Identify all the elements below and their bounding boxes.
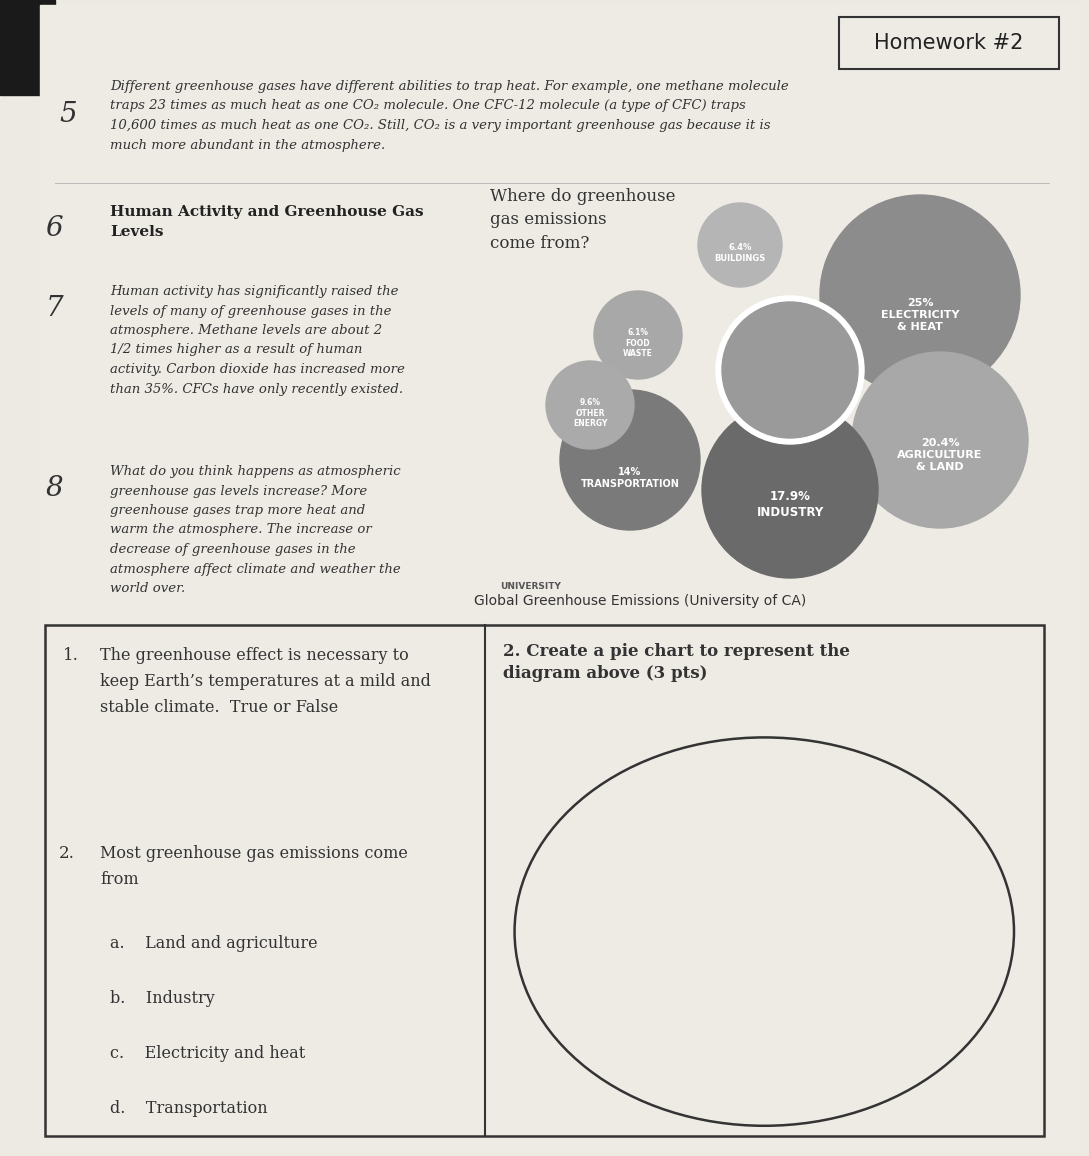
Text: 7: 7	[45, 295, 63, 323]
Text: Where do greenhouse
gas emissions
come from?: Where do greenhouse gas emissions come f…	[490, 188, 675, 252]
Text: a.    Land and agriculture: a. Land and agriculture	[110, 935, 318, 953]
Circle shape	[594, 291, 682, 379]
Circle shape	[722, 302, 858, 438]
Text: 2.: 2.	[59, 845, 75, 862]
Text: Global Greenhouse Emissions (University of CA): Global Greenhouse Emissions (University …	[474, 594, 806, 608]
Text: The greenhouse effect is necessary to
keep Earth’s temperatures at a mild and
st: The greenhouse effect is necessary to ke…	[100, 647, 431, 717]
Circle shape	[702, 402, 878, 578]
Text: 6.4%
BUILDINGS: 6.4% BUILDINGS	[714, 243, 766, 262]
Circle shape	[715, 296, 864, 444]
Text: d.    Transportation: d. Transportation	[110, 1101, 268, 1117]
Circle shape	[820, 195, 1020, 395]
Bar	[45, 625, 1044, 1136]
Text: 9.6%
OTHER
ENERGY: 9.6% OTHER ENERGY	[573, 398, 608, 428]
Text: UNIVERSITY: UNIVERSITY	[500, 581, 561, 591]
Text: 17.9%
INDUSTRY: 17.9% INDUSTRY	[757, 490, 823, 519]
Text: 6: 6	[45, 215, 63, 242]
Text: b.    Industry: b. Industry	[110, 990, 215, 1007]
Text: 8: 8	[45, 475, 63, 502]
Text: c.    Electricity and heat: c. Electricity and heat	[110, 1045, 305, 1062]
Text: 6.1%
FOOD
WASTE: 6.1% FOOD WASTE	[623, 328, 653, 358]
Text: 1.: 1.	[63, 647, 78, 664]
Text: Human Activity and Greenhouse Gas
Levels: Human Activity and Greenhouse Gas Levels	[110, 205, 424, 238]
Text: 2. Create a pie chart to represent the
diagram above (3 pts): 2. Create a pie chart to represent the d…	[502, 643, 849, 682]
Circle shape	[852, 351, 1028, 528]
Text: Human activity has significantly raised the
levels of many of greenhouse gases i: Human activity has significantly raised …	[110, 286, 405, 395]
Text: 5: 5	[59, 102, 77, 128]
Circle shape	[698, 203, 782, 287]
Ellipse shape	[515, 738, 1014, 1126]
Text: Different greenhouse gases have different abilities to trap heat. For example, o: Different greenhouse gases have differen…	[110, 80, 788, 151]
Text: What do you think happens as atmospheric
greenhouse gas levels increase? More
gr: What do you think happens as atmospheric…	[110, 465, 401, 595]
Text: 20.4%
AGRICULTURE
& LAND: 20.4% AGRICULTURE & LAND	[897, 438, 982, 473]
Text: Most greenhouse gas emissions come
from: Most greenhouse gas emissions come from	[100, 845, 408, 888]
Text: 14%
TRANSPORTATION: 14% TRANSPORTATION	[580, 467, 680, 489]
Text: 25%
ELECTRICITY
& HEAT: 25% ELECTRICITY & HEAT	[881, 297, 959, 333]
FancyBboxPatch shape	[839, 17, 1059, 69]
Circle shape	[546, 361, 634, 449]
Text: Homework #2: Homework #2	[874, 34, 1024, 53]
Bar	[0, 0, 56, 95]
Circle shape	[560, 390, 700, 529]
